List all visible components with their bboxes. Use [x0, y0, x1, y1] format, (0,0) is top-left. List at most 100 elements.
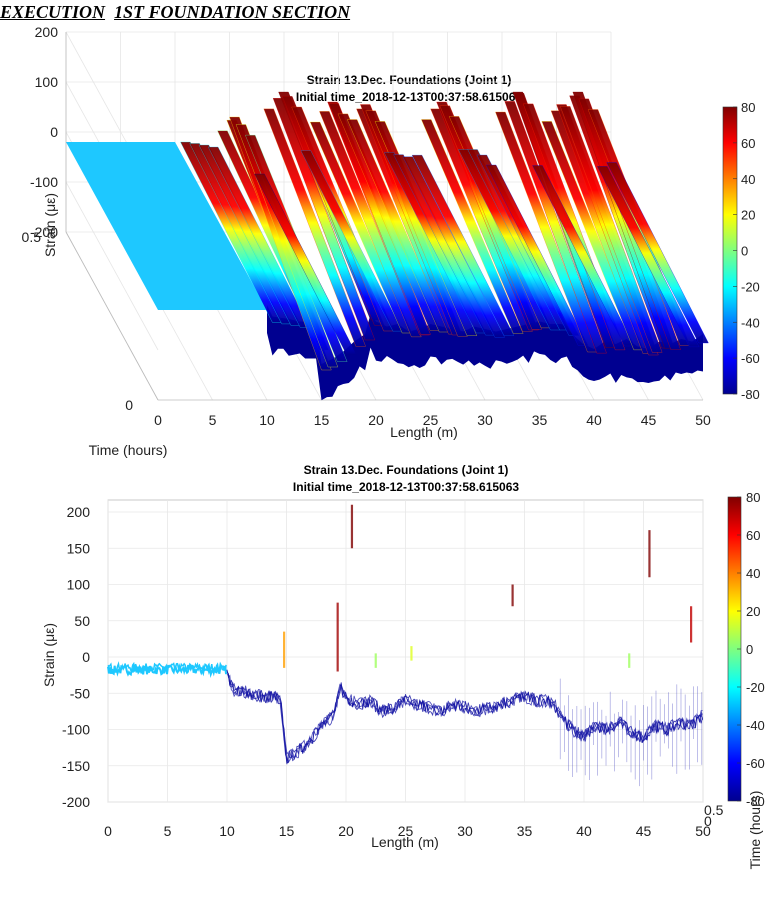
grid-line	[65, 181, 159, 351]
chart2-x-tick: 35	[517, 823, 533, 839]
chart1-colorbar-tick: -80	[741, 387, 760, 402]
surface-fin	[411, 154, 515, 336]
chart-3d: Strain 13.Dec. Foundations (Joint 1) Ini…	[22, 24, 760, 458]
surface-fin	[254, 173, 357, 355]
chart1-colorbar-tick: 20	[741, 208, 755, 223]
chart1-ticks: 0 5 10 15 20 25 30 35 40 45 50 200 100 0 -100 -200 0 0.5	[22, 24, 711, 428]
chart2-x-tick: 15	[279, 823, 295, 839]
chart2-subtitle: Initial time_2018-12-13T00:37:58.615063	[293, 480, 519, 494]
chart2-y-tick: 0	[82, 649, 90, 665]
surface-flat-segment	[66, 142, 267, 310]
chart2-x-tick: 20	[338, 823, 354, 839]
surface-fin	[560, 106, 663, 353]
chart2-ticks: 0 5 10 15 20 25 30 35 40 45 50200150100500-50-100-…	[62, 504, 724, 839]
chart1-x-tick: 50	[695, 412, 711, 428]
chart1-x-tick: 40	[586, 412, 602, 428]
chart2-x-tick: 0	[104, 823, 112, 839]
surface-fin	[606, 162, 709, 344]
chart2-x-tick: 5	[164, 823, 172, 839]
chart2-colorbar-tick: 0	[746, 642, 753, 657]
chart1-colorbar-tick: -40	[741, 315, 760, 330]
chart1-x-tick: 5	[209, 412, 217, 428]
surface-fin	[485, 164, 589, 346]
time-axis-line	[65, 231, 159, 401]
chart2-x-tick: 10	[219, 823, 235, 839]
chart2-grid	[107, 500, 704, 803]
chart1-z-tick: 200	[35, 24, 59, 40]
chart1-time-tick: 0.5	[22, 229, 42, 245]
chart1-surface	[66, 91, 709, 401]
chart1-y-label: Time (hours)	[89, 442, 168, 458]
surface-fin	[263, 108, 366, 347]
chart1-x-tick: 10	[259, 412, 275, 428]
chart2-y-tick: -50	[70, 685, 90, 701]
chart2-y-tick: 100	[67, 577, 91, 593]
chart2-colorbar-tick: 40	[746, 566, 760, 581]
chart1-time-tick: 0	[125, 397, 133, 413]
chart2-x-tick: 25	[398, 823, 414, 839]
chart2-y-tick: 200	[67, 504, 91, 520]
trace-flat-segment	[107, 661, 227, 674]
surface-fin	[504, 101, 607, 354]
chart2-y-tick: -200	[62, 794, 90, 810]
chart2-time-tick: 0	[704, 813, 712, 829]
surface-fin	[319, 111, 422, 338]
chart1-title: Strain 13.Dec. Foundations (Joint 1)	[307, 73, 512, 87]
surface-fin	[541, 121, 644, 351]
chart2-time-label: Time (hours)	[747, 791, 763, 870]
chart2-y-tick: -100	[62, 722, 90, 738]
surface-fin	[384, 152, 487, 334]
chart2-title: Strain 13.Dec. Foundations (Joint 1)	[304, 463, 509, 477]
chart2-colorbar-tick: -20	[746, 680, 765, 695]
chart2-x-tick: 40	[576, 823, 592, 839]
section-heading: EXECUTION 1ST FOUNDATION SECTION	[0, 2, 350, 23]
chart2-traces	[107, 504, 703, 787]
chart1-z-tick: 100	[35, 74, 59, 90]
chart2-colorbar-tick: 20	[746, 604, 760, 619]
trace-flat-segment	[107, 662, 228, 678]
chart2-y-tick: 150	[67, 540, 91, 556]
chart2-colorbar-tick: 60	[746, 528, 760, 543]
chart1-z-tick: -200	[30, 224, 58, 240]
chart1-z-tick: -100	[30, 174, 58, 190]
surface-fin	[189, 143, 292, 325]
chart1-colorbar-ticks: 80 60 40 20 0 -20 -40 -60 -80	[733, 100, 760, 402]
surface-fin	[346, 119, 450, 333]
chart2-colorbar-ticks: 80 60 40 20 0 -20 -40 -60 -80	[737, 490, 765, 809]
surface-fin	[421, 119, 524, 334]
surface-fin	[180, 141, 283, 323]
chart2-colorbar-tick: -60	[746, 756, 765, 771]
chart1-x-tick: 30	[477, 412, 493, 428]
surface-fin	[532, 165, 635, 347]
chart1-x-tick: 35	[532, 412, 548, 428]
chart-2d: Strain 13.Dec. Foundations (Joint 1) Ini…	[41, 463, 765, 869]
chart1-z-tick: 0	[50, 124, 58, 140]
chart2-x-label: Length (m)	[371, 834, 439, 850]
surface-fin	[597, 166, 700, 348]
chart2-y-label: Strain (με)	[41, 623, 57, 687]
surface-fin	[198, 144, 302, 326]
chart1-colorbar-tick: 40	[741, 172, 755, 187]
chart1-x-label: Length (m)	[390, 424, 458, 440]
surface-fin	[328, 103, 431, 335]
heading-execution: EXECUTION	[0, 2, 106, 22]
surface-fin	[495, 111, 598, 353]
chart1-x-tick: 15	[314, 412, 330, 428]
chart2-time-tick: 0.5	[704, 802, 724, 818]
heading-foundation-section: 1ST FOUNDATION SECTION	[114, 2, 351, 22]
chart1-colorbar-tick: 0	[741, 244, 748, 259]
surface-fin	[300, 150, 403, 332]
chart2-y-tick: 50	[74, 613, 90, 629]
chart2-colorbar-tick: -40	[746, 718, 765, 733]
surface-base-band	[267, 305, 703, 401]
chart1-x-tick: 0	[154, 412, 162, 428]
chart1-colorbar-tick: -20	[741, 279, 760, 294]
chart1-x-tick: 25	[423, 412, 439, 428]
surface-fin	[337, 113, 440, 331]
chart1-z-label: Strain (με)	[42, 193, 58, 257]
chart2-x-tick: 45	[636, 823, 652, 839]
surface-fin	[365, 110, 468, 337]
trace-strain-profile	[226, 669, 703, 761]
chart1-colorbar-tick: 60	[741, 136, 755, 151]
